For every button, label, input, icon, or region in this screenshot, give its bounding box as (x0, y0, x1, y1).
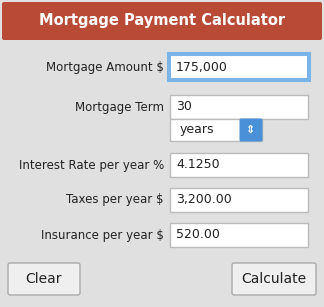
Text: Mortgage Amount $: Mortgage Amount $ (46, 60, 164, 73)
FancyBboxPatch shape (168, 53, 310, 81)
Text: 4.1250: 4.1250 (176, 158, 220, 172)
FancyBboxPatch shape (170, 119, 262, 141)
Text: Interest Rate per year %: Interest Rate per year % (19, 158, 164, 172)
Text: ⇕: ⇕ (246, 125, 256, 135)
Text: 30: 30 (176, 100, 192, 114)
Text: Clear: Clear (26, 272, 62, 286)
Text: Taxes per year $: Taxes per year $ (66, 193, 164, 207)
FancyBboxPatch shape (170, 153, 308, 177)
Text: Insurance per year $: Insurance per year $ (41, 228, 164, 242)
FancyBboxPatch shape (170, 188, 308, 212)
Text: 3,200.00: 3,200.00 (176, 193, 232, 207)
Text: 520.00: 520.00 (176, 228, 220, 242)
FancyBboxPatch shape (170, 223, 308, 247)
Text: Mortgage Term: Mortgage Term (75, 100, 164, 114)
Text: Mortgage Payment Calculator: Mortgage Payment Calculator (39, 14, 285, 29)
Text: years: years (180, 123, 214, 137)
Text: 175,000: 175,000 (176, 60, 228, 73)
FancyBboxPatch shape (8, 263, 80, 295)
FancyBboxPatch shape (239, 119, 262, 142)
FancyBboxPatch shape (232, 263, 316, 295)
FancyBboxPatch shape (170, 95, 308, 119)
FancyBboxPatch shape (2, 2, 322, 40)
FancyBboxPatch shape (170, 55, 308, 79)
Text: Calculate: Calculate (241, 272, 307, 286)
